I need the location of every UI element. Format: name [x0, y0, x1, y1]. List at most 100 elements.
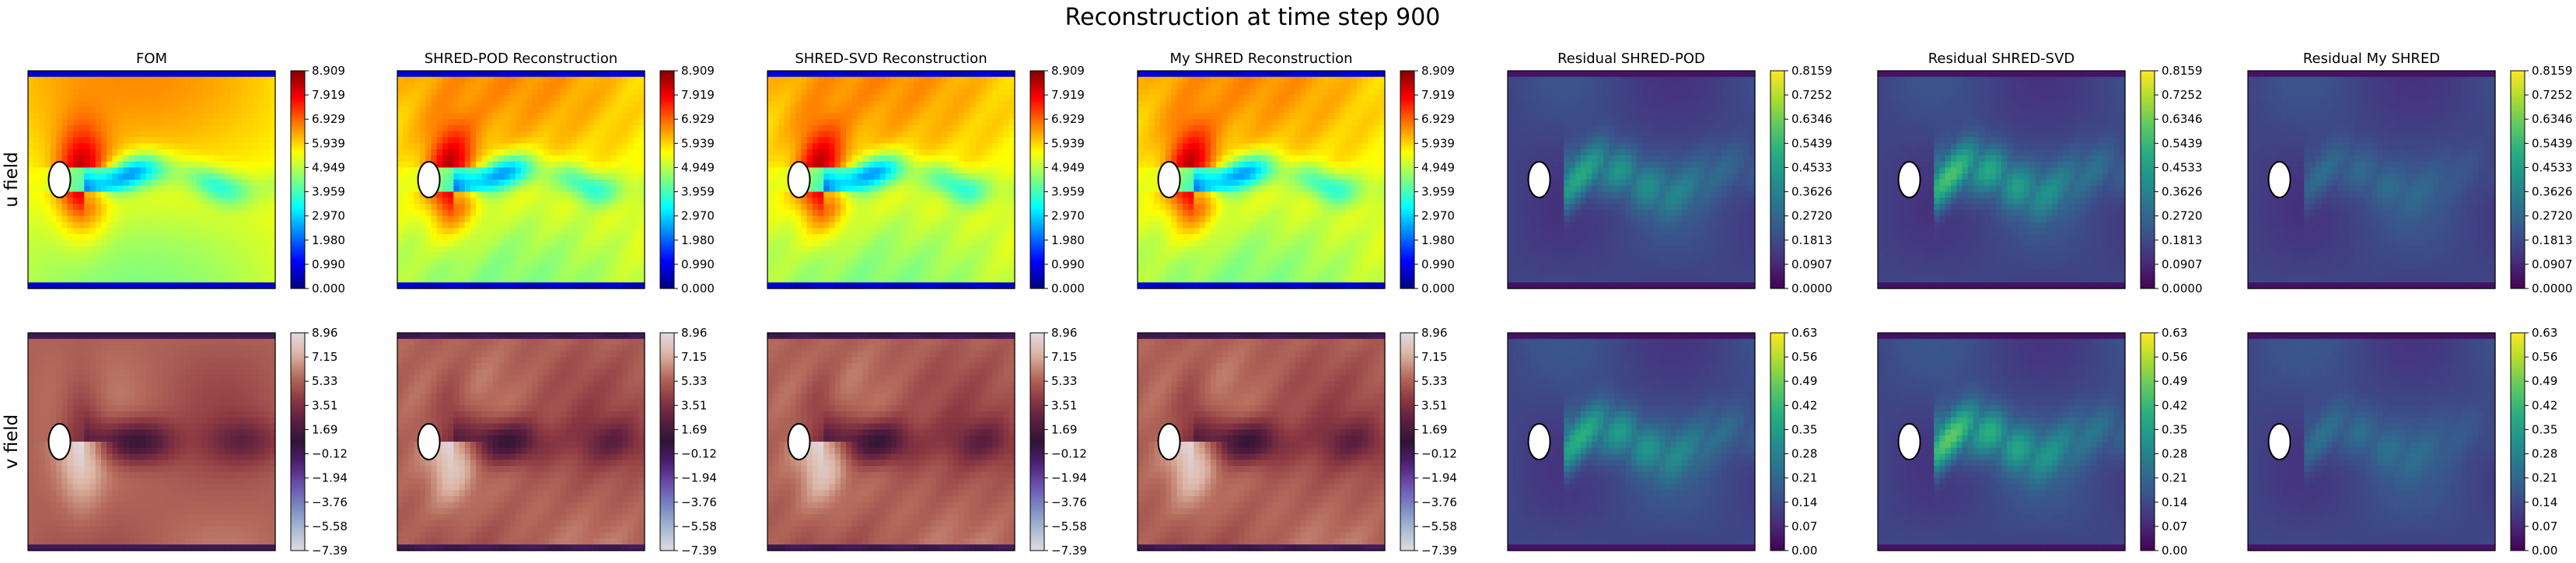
heatmap-cell: [869, 228, 875, 235]
heatmap-cell: [397, 191, 404, 198]
heatmap-cell: [459, 204, 466, 211]
heatmap-cell: [157, 209, 164, 217]
heatmap-cell: [39, 180, 46, 187]
heatmap-cell: [481, 264, 488, 271]
heatmap-cell: [1008, 198, 1015, 205]
heatmap-cell: [622, 180, 628, 187]
heatmap-cell: [236, 185, 243, 193]
heatmap-cell: [67, 185, 74, 193]
heatmap-cell: [269, 95, 276, 102]
heatmap-cell: [526, 161, 533, 169]
heatmap-cell: [543, 161, 550, 169]
heatmap-cell: [986, 191, 993, 198]
heatmap-cell: [28, 276, 34, 283]
heatmap-cell: [202, 252, 208, 259]
heatmap-cell: [638, 89, 645, 96]
heatmap-cell: [1159, 71, 1166, 78]
heatmap-cell: [246, 264, 253, 271]
heatmap-cell: [627, 100, 634, 108]
heatmap-cell: [924, 143, 931, 150]
heatmap-cell: [1300, 76, 1307, 84]
heatmap-cell: [208, 228, 215, 235]
heatmap-cell: [196, 180, 203, 187]
heatmap-cell: [840, 125, 847, 132]
heatmap-cell: [168, 173, 175, 180]
heatmap-cell: [72, 71, 79, 78]
heatmap-cell: [942, 82, 948, 89]
heatmap-cell: [419, 113, 426, 120]
heatmap-cell: [610, 137, 617, 144]
heatmap-cell: [185, 149, 192, 156]
heatmap-cell: [633, 161, 640, 169]
heatmap-cell: [947, 137, 954, 144]
heatmap-cell: [599, 107, 606, 114]
heatmap-cell: [638, 71, 645, 78]
heatmap-cell: [56, 215, 62, 223]
heatmap-cell: [980, 264, 987, 271]
heatmap-cell: [230, 167, 237, 174]
heatmap-cell: [442, 264, 449, 271]
heatmap-cell: [840, 282, 847, 289]
heatmap-cell: [140, 149, 147, 156]
heatmap-cell: [61, 240, 68, 247]
heatmap-cell: [823, 191, 830, 198]
heatmap-cell: [397, 215, 404, 223]
heatmap-cell: [801, 228, 808, 235]
heatmap-cell: [605, 234, 612, 241]
heatmap-cell: [145, 71, 152, 78]
heatmap-cell: [163, 204, 170, 211]
heatmap-cell: [230, 173, 237, 180]
heatmap-cell: [633, 258, 640, 265]
heatmap-cell: [208, 240, 215, 247]
heatmap-cell: [213, 228, 220, 235]
heatmap-cell: [157, 246, 164, 253]
heatmap-cell: [442, 270, 449, 278]
heatmap-cell: [986, 222, 993, 229]
heatmap-cell: [622, 82, 628, 89]
heatmap-cell: [913, 222, 920, 229]
heatmap-cell: [902, 282, 909, 289]
heatmap-cell: [924, 222, 931, 229]
heatmap-cell: [190, 143, 197, 150]
heatmap-cell: [554, 161, 561, 169]
heatmap-cell: [168, 222, 175, 229]
heatmap-cell: [616, 155, 623, 163]
heatmap-cell: [532, 191, 539, 198]
heatmap-cell: [795, 100, 802, 108]
heatmap-cell: [61, 215, 68, 223]
heatmap-cell: [897, 209, 904, 217]
heatmap-cell: [526, 276, 533, 283]
heatmap-cell: [986, 228, 993, 235]
heatmap-cell: [168, 125, 175, 132]
heatmap-cell: [492, 204, 499, 211]
heatmap-cell: [897, 270, 904, 278]
heatmap-cell: [403, 119, 410, 126]
heatmap-cell: [963, 240, 970, 247]
heatmap-cell: [975, 137, 982, 144]
heatmap-cell: [436, 113, 443, 120]
heatmap-cell: [72, 240, 79, 247]
heatmap-cell: [778, 143, 785, 150]
heatmap-cell: [851, 276, 858, 283]
heatmap-cell: [627, 276, 634, 283]
heatmap-cell: [942, 246, 948, 253]
heatmap-cell: [253, 95, 259, 102]
heatmap-cell: [470, 258, 477, 265]
heatmap-cell: [157, 76, 164, 84]
heatmap-cell: [840, 119, 847, 126]
heatmap-cell: [622, 215, 628, 223]
heatmap-cell: [509, 82, 516, 89]
heatmap-cell: [61, 282, 68, 289]
heatmap-cell: [543, 180, 550, 187]
heatmap-cell: [72, 209, 79, 217]
heatmap-cell: [61, 252, 68, 259]
heatmap-cell: [767, 82, 774, 89]
heatmap-cell: [834, 113, 841, 120]
heatmap-cell: [453, 95, 460, 102]
heatmap-cell: [470, 71, 477, 78]
heatmap-cell: [521, 215, 527, 223]
heatmap-cell: [812, 215, 819, 223]
heatmap-cell: [913, 167, 920, 174]
heatmap-cell: [582, 204, 589, 211]
heatmap-cell: [947, 198, 954, 205]
